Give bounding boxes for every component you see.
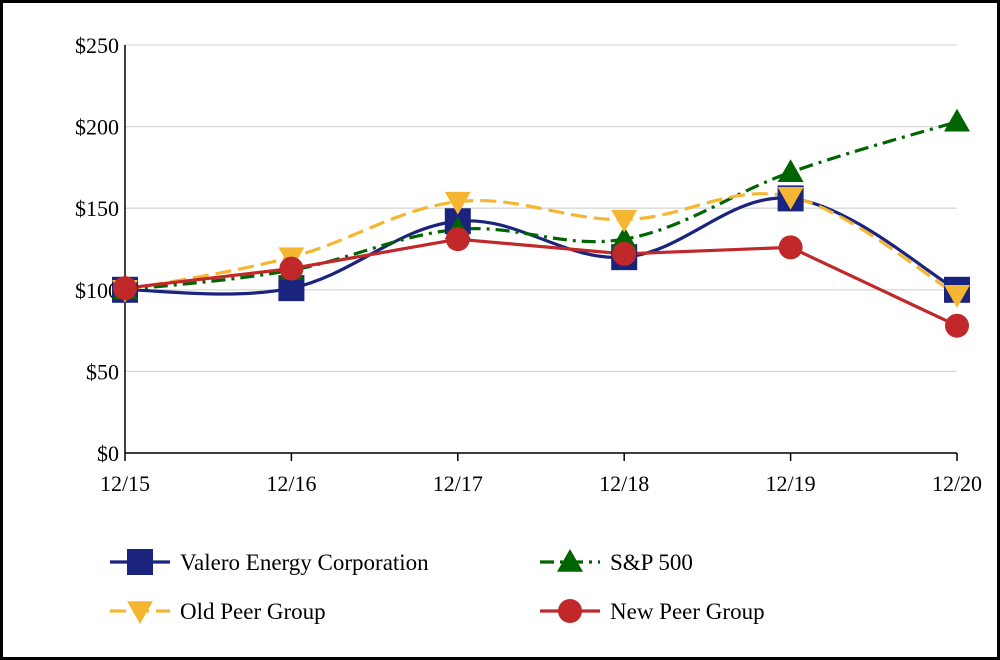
legend-marker [127,549,153,575]
series-line-old-peer-group [124,192,958,297]
legend-label: S&P 500 [610,550,693,575]
legend-marker [127,601,153,624]
series-line-new-peer-group [124,237,958,328]
legend-marker [558,599,582,623]
data-point-sandp-500 [944,108,970,132]
legend-item-old-peer-group: Old Peer Group [110,599,326,624]
axes [124,45,958,461]
y-tick-label: $250 [75,33,119,58]
legend-item-new-peer-group: New Peer Group [540,599,765,624]
y-tick-label: $0 [97,441,119,466]
y-tick-label: $200 [75,115,119,140]
y-tick-label: $150 [75,196,119,221]
y-tick-label: $100 [75,278,119,303]
legend-label: Valero Energy Corporation [180,550,429,575]
data-point-old-peer-group [944,284,970,308]
legend-label: Old Peer Group [180,599,326,624]
legend: Valero Energy Corporation S&P 500 Old Peer… [110,549,765,624]
series-line-sandp-500 [124,120,958,292]
data-point-new-peer-group [279,256,304,281]
x-tick-label: 12/19 [766,471,816,496]
legend-item-sandp-500: S&P 500 [540,549,693,575]
data-point-sandp-500 [777,159,804,183]
data-point-new-peer-group [113,276,137,301]
legend-label: New Peer Group [610,599,765,624]
data-point-new-peer-group [445,227,470,252]
x-tick-label: 12/20 [932,471,982,496]
gridlines [125,44,957,373]
x-tick-label: 12/17 [433,471,483,496]
x-tick-label: 12/16 [266,471,316,496]
x-tick-label: 12/18 [599,471,649,496]
x-axis-tick-labels: 12/15 12/16 12/17 12/18 12/19 12/20 [100,471,982,496]
data-point-new-peer-group [945,313,969,338]
data-point-old-peer-group [444,191,471,215]
series-lines [124,120,958,328]
data-series [112,108,970,338]
x-tick-label: 12/15 [100,471,150,496]
legend-item-valero-energy-corporation: Valero Energy Corporation [110,549,429,575]
data-point-new-peer-group [612,241,637,266]
data-point-old-peer-group [777,187,804,210]
y-axis-tick-labels: $0 $50 $100 $150 $200 $250 [75,33,119,466]
data-point-old-peer-group [611,209,638,233]
series-markers [112,108,970,338]
data-point-sandp-500 [611,226,638,249]
data-point-new-peer-group [778,235,803,260]
y-tick-label: $50 [86,359,119,384]
legend-marker [557,549,583,572]
